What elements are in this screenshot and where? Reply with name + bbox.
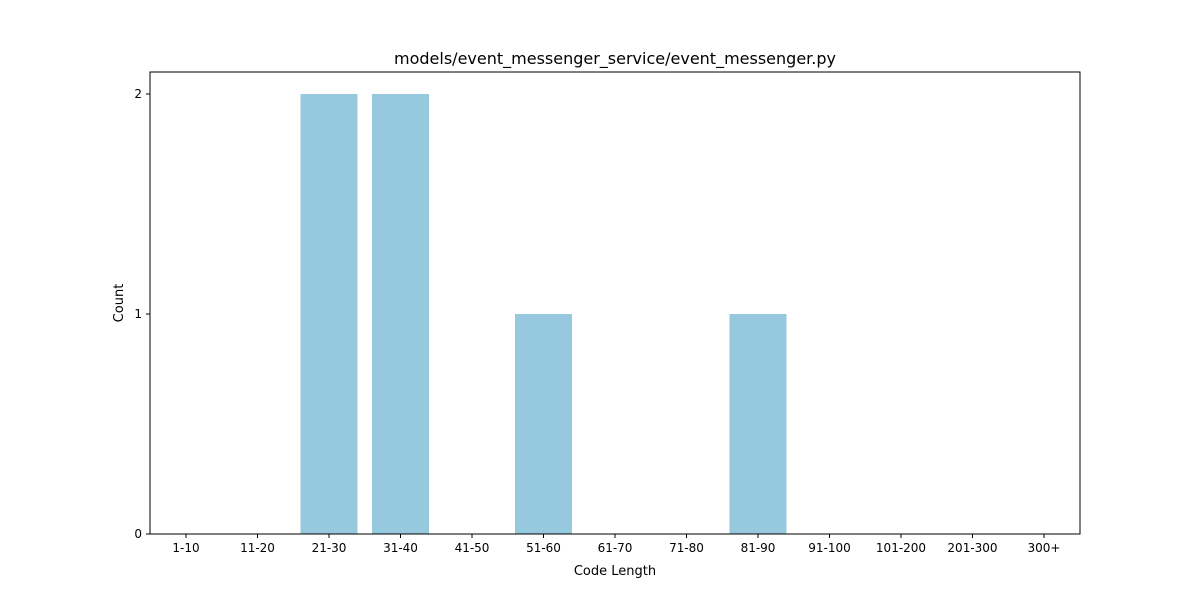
y-tick-label: 2 bbox=[134, 87, 142, 101]
y-axis-label: Count bbox=[112, 284, 127, 323]
x-tick-label: 51-60 bbox=[526, 541, 561, 555]
bar-21-30 bbox=[300, 94, 358, 534]
y-tick-label: 0 bbox=[134, 527, 142, 541]
bars-group bbox=[300, 94, 787, 534]
y-axis-ticks: 0 1 2 bbox=[134, 87, 150, 541]
bar-51-60 bbox=[515, 314, 572, 534]
x-tick-label: 41-50 bbox=[455, 541, 490, 555]
x-axis-label: Code Length bbox=[574, 564, 656, 579]
plot-area-frame bbox=[149, 71, 1081, 535]
bar-31-40 bbox=[372, 94, 429, 534]
x-tick-label: 21-30 bbox=[312, 541, 347, 555]
chart-title: models/event_messenger_service/event_mes… bbox=[394, 49, 836, 69]
bar-81-90 bbox=[729, 314, 787, 534]
x-tick-label: 11-20 bbox=[240, 541, 275, 555]
x-tick-label: 71-80 bbox=[669, 541, 704, 555]
x-tick-label: 300+ bbox=[1028, 541, 1061, 555]
x-tick-label: 61-70 bbox=[598, 541, 633, 555]
x-tick-label: 81-90 bbox=[741, 541, 776, 555]
x-tick-label: 101-200 bbox=[876, 541, 926, 555]
x-tick-label: 201-300 bbox=[947, 541, 997, 555]
x-tick-label: 91-100 bbox=[808, 541, 851, 555]
y-tick-label: 1 bbox=[134, 307, 142, 321]
x-tick-label: 1-10 bbox=[172, 541, 199, 555]
x-axis-ticks: 1-10 11-20 21-30 31-40 41-50 51-60 61-70 71-80 8… bbox=[172, 534, 1060, 555]
x-tick-label: 31-40 bbox=[383, 541, 418, 555]
